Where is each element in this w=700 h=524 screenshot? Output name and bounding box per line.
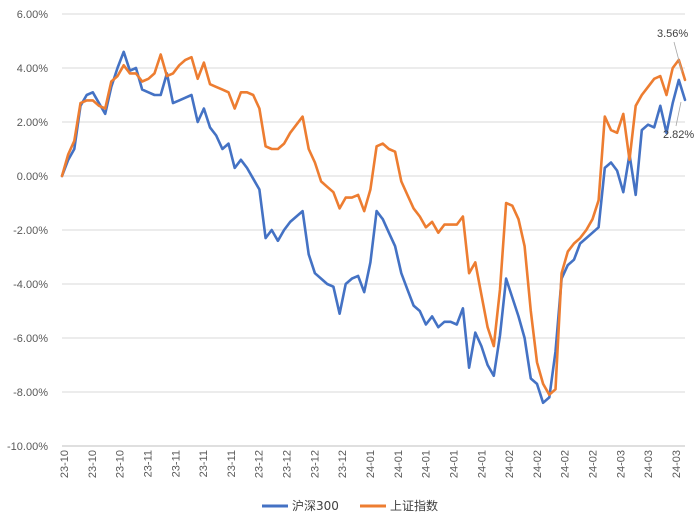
legend: 沪深300 上证指数 <box>262 498 438 513</box>
x-tick-label: 24-01 <box>393 450 405 478</box>
y-tick-label: 4.00% <box>17 63 48 75</box>
series-line-sse <box>60 53 687 396</box>
series-line-hs300 <box>60 50 687 405</box>
y-axis-tick-labels: -10.00% -8.00% -6.00% -4.00% -2.00% 0.00% 2.00… <box>7 9 48 453</box>
x-tick-label: 23-11 <box>198 450 210 477</box>
x-tick-label: 24-03 <box>671 450 683 478</box>
x-tick-label: 24-03 <box>643 450 655 478</box>
y-tick-label: 6.00% <box>17 9 48 21</box>
x-tick-label: 24-01 <box>365 450 377 478</box>
x-tick-label: 23-10 <box>87 450 99 478</box>
x-axis-tick-labels: 23-10 23-10 23-10 23-11 23-11 23-11 23-11 23-12… <box>59 450 683 478</box>
annotation-leader-hs300 <box>675 101 682 127</box>
series-lines <box>60 50 687 405</box>
x-tick-label: 24-03 <box>615 450 627 478</box>
legend-label-sse: 上证指数 <box>390 498 438 513</box>
x-tick-label: 24-01 <box>421 450 433 478</box>
legend-label-hs300: 沪深300 <box>292 499 339 513</box>
y-tick-label: -10.00% <box>7 441 48 453</box>
x-tick-label: 24-01 <box>448 450 460 478</box>
x-tick-label: 23-11 <box>170 450 182 477</box>
x-tick-label: 24-01 <box>476 450 488 478</box>
y-tick-label: 2.00% <box>17 117 48 129</box>
y-tick-label: -2.00% <box>13 225 48 237</box>
x-tick-label: 24-02 <box>588 450 600 478</box>
annotation-leader-sse <box>673 41 683 73</box>
y-tick-label: 0.00% <box>17 171 48 183</box>
x-tick-label: 23-10 <box>59 450 71 478</box>
x-tick-label: 24-02 <box>560 450 572 478</box>
x-tick-label: 23-11 <box>142 450 154 477</box>
y-tick-label: -6.00% <box>13 333 48 345</box>
x-tick-label: 24-02 <box>532 450 544 478</box>
annotation-hs300-end: 2.82% <box>663 129 694 141</box>
x-tick-label: 23-12 <box>254 450 266 478</box>
y-tick-label: -4.00% <box>13 279 48 291</box>
x-tick-label: 23-12 <box>337 450 349 478</box>
annotation-sse-end: 3.56% <box>657 28 688 40</box>
x-tick-label: 23-11 <box>226 450 238 477</box>
x-tick-label: 23-12 <box>282 450 294 478</box>
x-tick-label: 24-02 <box>504 450 516 478</box>
y-tick-label: -8.00% <box>13 387 48 399</box>
end-value-annotations: 3.56% 2.82% <box>657 28 694 141</box>
x-tick-label: 23-12 <box>309 450 321 478</box>
x-tick-label: 23-10 <box>115 450 127 478</box>
